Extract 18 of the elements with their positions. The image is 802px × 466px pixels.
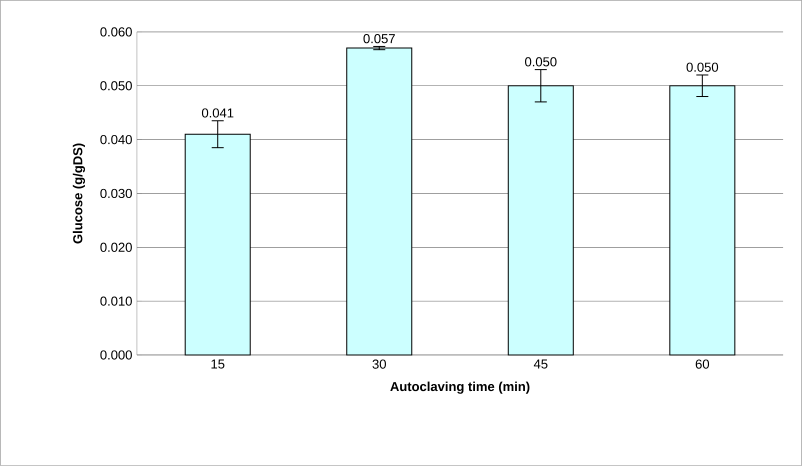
data-label: 0.057	[363, 34, 395, 44]
y-tick-label: 0.040	[100, 135, 132, 144]
bar	[346, 48, 412, 356]
data-label: 0.041	[202, 108, 234, 118]
x-tick-label: 45	[534, 360, 548, 369]
x-tick-label: 30	[372, 360, 386, 369]
x-tick-label: 15	[211, 360, 224, 369]
data-label: 0.050	[525, 57, 557, 66]
x-tick-label: 60	[696, 360, 710, 369]
y-tick-label: 0.010	[100, 296, 132, 306]
x-axis-title: Autoclaving time (min)	[390, 382, 530, 394]
y-tick-label: 0.030	[100, 188, 132, 198]
y-tick-label: 0.020	[100, 242, 132, 252]
y-tick-label: 0.060	[100, 27, 132, 37]
data-label: 0.050	[686, 62, 718, 72]
y-tick-label: 0.000	[100, 350, 132, 360]
y-axis-title: Glucose (g/gDS)	[72, 144, 86, 244]
y-tick-label: 0.050	[100, 81, 132, 90]
